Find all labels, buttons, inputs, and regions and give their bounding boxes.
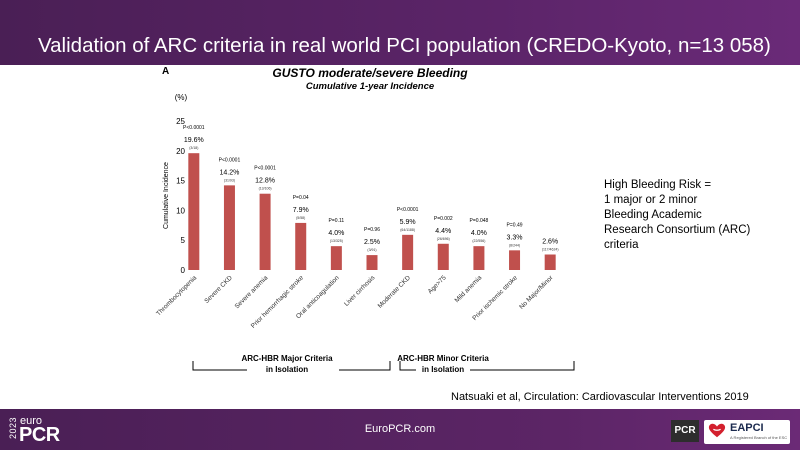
group-label: ARC-HBR Major Criteria bbox=[241, 354, 333, 363]
logo-pcr: PCR bbox=[19, 424, 60, 446]
y-tick-label: 5 bbox=[181, 236, 186, 245]
count-label: (64/1188) bbox=[400, 228, 415, 232]
chart-title: GUSTO moderate/severe Bleeding bbox=[272, 66, 468, 80]
count-label: (117/4624) bbox=[542, 248, 559, 252]
value-label: 4.0% bbox=[328, 230, 344, 237]
p-value-label: P<0.0001 bbox=[254, 166, 276, 172]
count-label: (22/556) bbox=[472, 239, 485, 243]
group-bracket bbox=[192, 361, 247, 371]
value-label: 12.8% bbox=[255, 178, 275, 185]
y-tick-label: 15 bbox=[176, 177, 185, 186]
logo-euro: euro bbox=[20, 415, 43, 427]
value-label: 4.4% bbox=[435, 228, 451, 235]
y-tick-label: 25 bbox=[176, 117, 185, 126]
group-label: in Isolation bbox=[422, 365, 464, 374]
hbr-definition-note: High Bleeding Risk = 1 major or 2 minor … bbox=[604, 178, 750, 253]
group-label: ARC-HBR Minor Criteria bbox=[397, 354, 489, 363]
footer-url-link[interactable]: EuroPCR.com bbox=[364, 423, 436, 435]
p-value-label: P=0.048 bbox=[470, 218, 489, 224]
p-value-label: P=0.002 bbox=[434, 216, 453, 222]
p-value-label: P=0.04 bbox=[293, 195, 309, 201]
p-value-label: P=0.49 bbox=[507, 222, 523, 228]
y-unit-label: (%) bbox=[175, 93, 188, 102]
category-label: No Major/Minor bbox=[518, 274, 555, 311]
p-value-label: P=0.11 bbox=[329, 218, 345, 224]
group-bracket bbox=[339, 361, 391, 371]
value-label: 2.6% bbox=[542, 239, 558, 246]
bar bbox=[259, 193, 271, 270]
bar bbox=[544, 254, 556, 270]
value-label: 14.2% bbox=[220, 169, 240, 176]
citation: Natsuaki et al, Circulation: Cardiovascu… bbox=[451, 391, 749, 403]
bar bbox=[188, 153, 200, 270]
hbr-note-line: High Bleeding Risk = bbox=[604, 179, 712, 191]
value-label: 3.3% bbox=[507, 234, 523, 241]
y-axis-label: Cumulative Incidence bbox=[163, 162, 170, 229]
count-label: (26/696) bbox=[437, 237, 450, 241]
slide-title: Validation of ARC criteria in real world… bbox=[38, 34, 771, 57]
count-label: (13/325) bbox=[330, 239, 343, 243]
p-value-label: P<0.0001 bbox=[183, 125, 205, 131]
eapci-logo: EAPCI A Registered Branch of the ESC bbox=[704, 420, 790, 444]
bar bbox=[223, 185, 235, 270]
hbr-note-line: Research Consortium (ARC) bbox=[604, 224, 751, 236]
heart-icon bbox=[708, 423, 726, 438]
p-value-label: P<0.0001 bbox=[397, 207, 419, 213]
hbr-note-line: criteria bbox=[604, 239, 639, 251]
group-label: in Isolation bbox=[266, 365, 308, 374]
bar bbox=[509, 250, 521, 270]
panel-letter: A bbox=[162, 66, 170, 77]
count-label: (13/106) bbox=[259, 187, 272, 191]
eapci-subtitle: A Registered Branch of the ESC bbox=[730, 435, 788, 440]
y-tick-label: 20 bbox=[176, 147, 185, 156]
title-bar: Validation of ARC criteria in real world… bbox=[0, 0, 800, 65]
category-label: Thrombocytopenia bbox=[155, 274, 198, 317]
bar bbox=[402, 234, 414, 270]
count-label: (8/244) bbox=[509, 243, 520, 247]
count-label: (3/91) bbox=[367, 248, 376, 252]
value-label: 19.6% bbox=[184, 137, 204, 144]
category-label: Liver cirrhosis bbox=[343, 274, 377, 308]
category-label: Moderate CKD bbox=[377, 274, 413, 310]
group-bracket bbox=[470, 361, 575, 371]
value-label: 5.9% bbox=[400, 219, 416, 226]
value-label: 4.0% bbox=[471, 230, 487, 237]
bar bbox=[437, 243, 449, 270]
count-label: (5/58) bbox=[296, 216, 305, 220]
count-label: (31/93) bbox=[224, 178, 235, 182]
category-label: Age>75 bbox=[427, 274, 448, 295]
y-tick-label: 0 bbox=[181, 266, 186, 275]
count-label: (3/18) bbox=[189, 146, 198, 150]
bar bbox=[473, 246, 485, 270]
pcr-badge: PCR bbox=[671, 420, 699, 442]
category-label: Severe CKD bbox=[203, 274, 234, 305]
category-label: Severe anemia bbox=[234, 274, 270, 310]
eapci-name: EAPCI bbox=[730, 422, 764, 434]
p-value-label: P=0.96 bbox=[364, 227, 380, 233]
p-value-label: P<0.0001 bbox=[219, 157, 241, 163]
hbr-note-line: 1 major or 2 minor bbox=[604, 194, 698, 206]
category-label: Mild anemia bbox=[454, 274, 484, 304]
hbr-note-line: Bleeding Academic bbox=[604, 209, 702, 221]
footer-bar: 2023 euro PCR EuroPCR.com PCR EAPCI A Re… bbox=[0, 409, 800, 450]
value-label: 7.9% bbox=[293, 207, 309, 214]
group-bracket bbox=[399, 361, 416, 371]
chart-subtitle: Cumulative 1-year Incidence bbox=[305, 81, 435, 92]
bar bbox=[295, 222, 307, 270]
bar bbox=[330, 246, 342, 270]
value-label: 2.5% bbox=[364, 239, 380, 246]
y-tick-label: 10 bbox=[176, 206, 185, 215]
bar bbox=[366, 255, 378, 270]
